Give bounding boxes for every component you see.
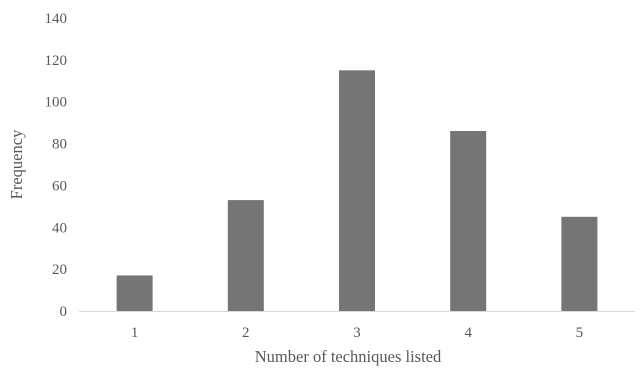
- y-tick-label: 20: [52, 262, 67, 278]
- x-axis-title: Number of techniques listed: [255, 347, 442, 366]
- x-tick-label: 3: [353, 325, 361, 341]
- bars: [116, 70, 598, 311]
- y-tick-label: 100: [45, 95, 68, 111]
- y-tick-label: 60: [52, 178, 67, 194]
- y-axis-title: Frequency: [7, 129, 26, 199]
- bar-4: [450, 131, 487, 311]
- y-axis-ticks: 0 20 40 60 80 100 120 140: [45, 11, 68, 320]
- y-tick-label: 140: [45, 11, 68, 27]
- x-tick-label: 2: [242, 325, 250, 341]
- x-tick-label: 5: [576, 325, 584, 341]
- bar-1: [116, 275, 153, 311]
- x-tick-label: 4: [464, 325, 472, 341]
- y-tick-label: 0: [60, 304, 68, 320]
- y-tick-label: 80: [52, 137, 67, 153]
- bar-2: [227, 200, 264, 311]
- x-axis-ticks: 1 2 3 4 5: [131, 325, 583, 341]
- y-tick-label: 120: [45, 53, 68, 69]
- bar-5: [561, 216, 598, 311]
- x-tick-label: 1: [131, 325, 139, 341]
- y-tick-label: 40: [52, 220, 67, 236]
- bar-3: [339, 70, 375, 311]
